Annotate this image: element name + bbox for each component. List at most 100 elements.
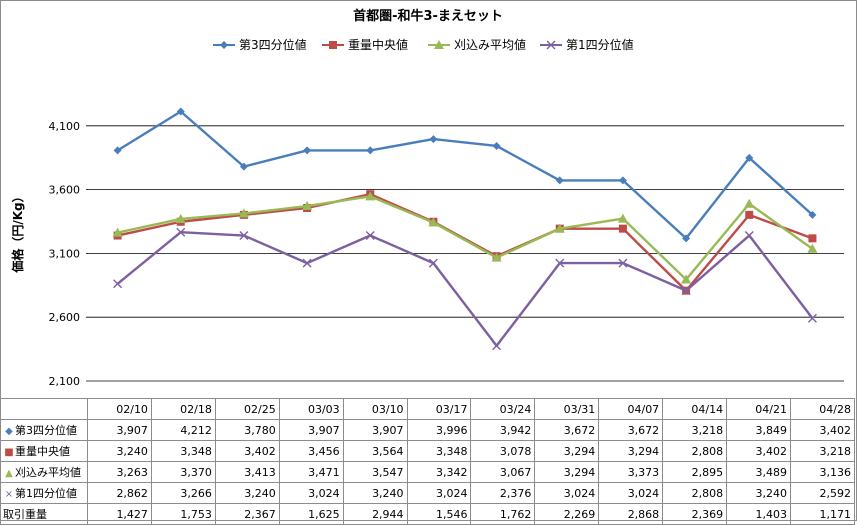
data-label: 3,402 [214,440,280,462]
x-tick-label: 04/21 [726,398,791,420]
data-point [366,146,375,155]
y-tick-label: 4,100 [49,120,81,133]
data-point [239,231,249,241]
data-point [744,198,755,208]
data-label: 3,413 [214,461,280,483]
data-point [303,146,312,155]
x-tick-label: 02/18 [150,398,216,420]
data-label: 3,348 [150,440,216,462]
data-label: 2,269 [534,503,600,525]
legend-key-diamond-icon: ◆ [5,426,13,437]
data-point [744,231,754,241]
data-label: 2,808 [662,482,728,504]
x-tick-label: 03/03 [278,398,344,420]
data-table: 02/10 02/18 02/25 03/03 03/10 03/17 03/24 03/31… [0,398,855,525]
table-row: ▲ 刈込み平均値 3,263 3,370 3,413 3,471 3,547 3,342 3,0… [0,461,855,483]
data-point [113,279,123,289]
x-tick-label: 04/28 [790,398,855,420]
y-axis-label: 価格（円/Kg） [10,190,25,273]
data-label: 3,294 [534,461,600,483]
y-tick-label: 2,100 [49,375,81,388]
data-label: 3,348 [406,440,472,462]
x-tick-label: 02/10 [87,398,152,420]
data-label: 3,240 [87,440,152,462]
data-label: 3,456 [278,440,344,462]
x-tick-label: 03/17 [406,398,472,420]
y-tick-label: 2,600 [49,311,81,324]
legend-label: 第3四分位値 [239,37,307,52]
data-label: 3,489 [726,461,791,483]
data-point [554,223,565,233]
data-label: 2,808 [662,440,728,462]
x-tick-label: 04/14 [662,398,728,420]
data-point [302,258,312,268]
data-point [681,274,692,284]
series-4 [113,227,817,351]
data-point [808,210,817,219]
legend-key-triangle-icon: ▲ [5,468,13,479]
chart-title: 首都圏-和牛3-まえセット [353,8,503,24]
x-tick-label: 03/10 [342,398,408,420]
series-line [116,231,814,347]
legend-marker [220,41,228,49]
data-label: 3,294 [534,440,600,462]
data-label: 2,369 [662,503,728,525]
series-3 [112,191,818,284]
table-row: ◆ 第3四分位値 3,907 4,212 3,780 3,907 3,907 3,996 3,9… [0,419,855,441]
data-label: 3,996 [406,419,472,441]
data-label: 3,078 [470,440,536,462]
data-label: 3,907 [87,419,152,441]
data-label: 2,868 [598,503,664,525]
data-label: 3,780 [214,419,280,441]
data-label: 1,546 [406,503,472,525]
data-point [428,217,439,227]
x-tick-label: 03/31 [534,398,600,420]
legend-label: 刈込み平均値 [454,37,526,52]
data-label: 3,942 [470,419,536,441]
data-label: 3,370 [150,461,216,483]
data-label: 3,218 [790,440,855,462]
data-label: 2,367 [214,503,280,525]
legend-marker [546,40,556,50]
data-label: 3,240 [726,482,791,504]
data-point [239,162,248,171]
data-point [492,141,501,150]
data-point [618,176,627,185]
table-row-header: 取引重量 [0,503,89,525]
legend-marker [329,41,337,49]
data-label: 3,240 [214,482,280,504]
data-label: 3,849 [726,419,791,441]
data-label: 3,471 [278,461,344,483]
y-tick-label: 3,100 [49,247,81,260]
data-label: 1,753 [150,503,216,525]
table-row-header: ■重量中央値 [0,440,89,462]
data-label: 3,672 [598,419,664,441]
data-label: 2,895 [662,461,728,483]
data-label: 3,373 [598,461,664,483]
data-label: 3,240 [342,482,408,504]
data-label: 3,024 [534,482,600,504]
table-row: 取引重量 1,427 1,753 2,367 1,625 2,944 1,546 1,762 2… [0,503,855,525]
data-label: 3,342 [406,461,472,483]
data-point [555,176,564,185]
data-label: 3,402 [790,419,855,441]
data-point [365,231,375,241]
row-label: 取引重量 [3,508,47,521]
x-tick-label: 04/07 [598,398,664,420]
data-label: 3,024 [406,482,472,504]
data-label: 2,376 [470,482,536,504]
table-row: × 第1四分位値 2,862 3,266 3,240 3,024 3,240 3,024 2,3… [0,482,855,504]
legend-label: 重量中央値 [348,37,408,52]
data-label: 3,067 [470,461,536,483]
legend-item-1: 第3四分位値 [213,37,307,52]
data-point [681,286,691,296]
legend-label: 第1四分位値 [566,37,634,52]
data-point [176,107,185,116]
legend-item-2: 重量中央値 [322,37,408,52]
data-point [176,227,186,237]
data-label: 4,212 [150,419,216,441]
table-row-header: ◆ 第3四分位値 [0,419,89,441]
table-header-row: 02/10 02/18 02/25 03/03 03/10 03/17 03/24 03/31… [0,398,855,420]
table-row-header: ▲ 刈込み平均値 [0,461,89,483]
